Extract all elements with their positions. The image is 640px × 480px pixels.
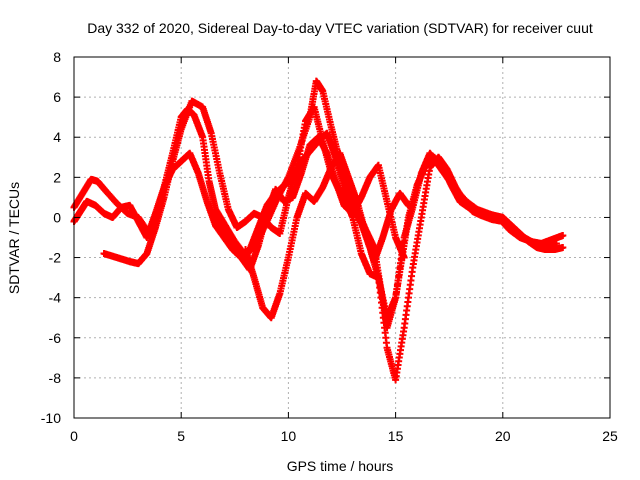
x-tick-label: 25 (602, 428, 618, 444)
series-track-a (70, 77, 567, 332)
data-point (559, 231, 567, 239)
chart-title: Day 332 of 2020, Sidereal Day-to-day VTE… (87, 20, 593, 36)
y-tick-label: 6 (53, 89, 61, 105)
y-tick-label: 0 (53, 209, 61, 225)
data-series-layer (70, 77, 567, 384)
y-tick-label: -10 (41, 410, 61, 426)
axis-ticks: 0 5 10 15 20 25 -10 -8 -6 -4 -2 0 2 4 6 8 (41, 49, 618, 444)
x-axis-title: GPS time / hours (287, 458, 394, 474)
series-track-c (100, 97, 567, 322)
data-point (559, 244, 567, 252)
series-track-e (212, 133, 408, 274)
y-axis-title: SDTVAR / TECUs (6, 182, 22, 294)
data-point (404, 201, 412, 209)
y-tick-label: -6 (49, 330, 62, 346)
x-tick-label: 15 (388, 428, 404, 444)
series-track-d (242, 149, 412, 322)
x-tick-label: 10 (281, 428, 297, 444)
x-tick-label: 5 (177, 428, 185, 444)
y-tick-label: -8 (49, 370, 62, 386)
y-tick-label: 4 (53, 129, 61, 145)
plot-frame (73, 56, 611, 419)
y-tick-label: -4 (49, 290, 62, 306)
gridlines (74, 57, 610, 418)
y-tick-label: 8 (53, 49, 61, 65)
x-tick-label: 0 (70, 428, 78, 444)
y-tick-label: 2 (53, 169, 61, 185)
x-tick-label: 20 (495, 428, 511, 444)
data-point (400, 254, 408, 262)
y-tick-label: -2 (49, 250, 62, 266)
